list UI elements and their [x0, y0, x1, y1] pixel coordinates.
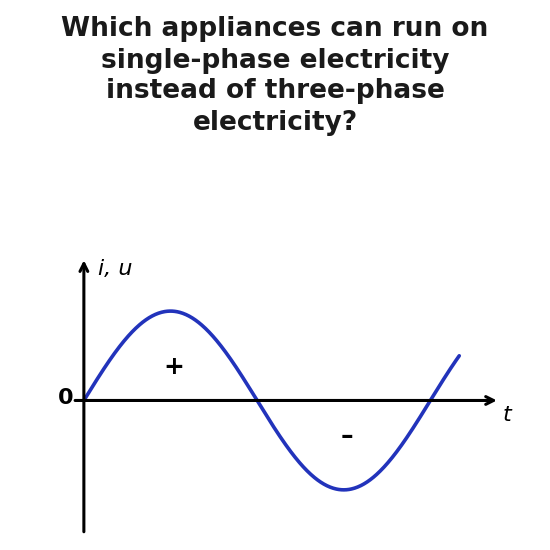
- Text: +: +: [163, 355, 184, 378]
- Text: –: –: [340, 424, 353, 448]
- Text: i, u: i, u: [98, 259, 133, 279]
- Text: 0: 0: [58, 388, 74, 408]
- Text: t: t: [503, 405, 512, 425]
- Text: Which appliances can run on
single-phase electricity
instead of three-phase
elec: Which appliances can run on single-phase…: [62, 16, 488, 135]
